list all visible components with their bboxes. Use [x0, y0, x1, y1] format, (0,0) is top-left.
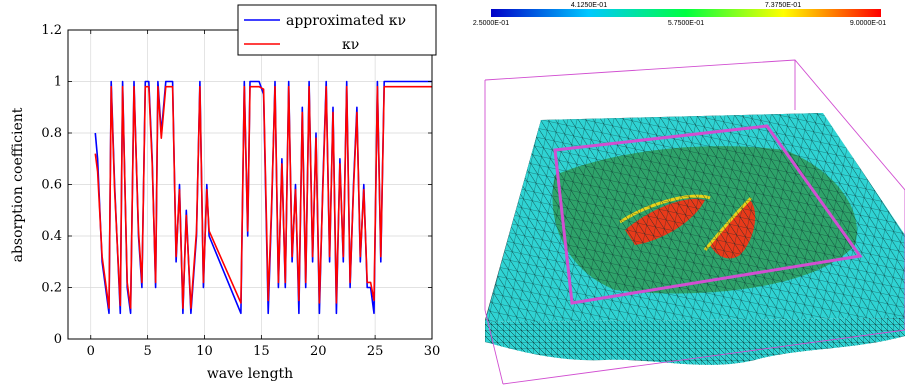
colorbar-label-top-1: 4.1250E-01 — [571, 2, 607, 9]
y-tick-label: 0.2 — [41, 281, 62, 296]
x-tick-label: 30 — [424, 344, 441, 359]
y-tick-label: 0.6 — [41, 178, 62, 193]
y-tick-label: 1 — [54, 75, 62, 90]
terrain-front-mesh — [485, 318, 905, 365]
legend-label-kappa: κν — [342, 37, 359, 53]
y-axis-title: absorption coefficient — [10, 107, 26, 262]
legend: approximated κν κν — [237, 4, 437, 56]
legend-label-approximated: approximated κν — [286, 13, 406, 29]
surface-plot-panel: 4.1250E-01 7.3750E-01 2.5000E-01 5.7500E… — [455, 0, 905, 385]
y-tick-label: 0.4 — [41, 229, 62, 244]
series-line-1 — [94, 85, 432, 309]
magenta-section-plane — [553, 124, 863, 305]
x-tick-label: 0 — [87, 344, 95, 359]
colorbar-label-top-2: 7.3750E-01 — [765, 2, 801, 9]
legend-box — [237, 4, 437, 56]
colorbar-gradient — [491, 9, 881, 17]
x-tick-label: 15 — [253, 344, 270, 359]
bounding-box-back — [484, 59, 905, 310]
x-tick-label: 10 — [196, 344, 213, 359]
colorbar: 4.1250E-01 7.3750E-01 2.5000E-01 5.7500E… — [473, 2, 886, 27]
bounding-box-front — [484, 190, 905, 385]
x-axis-title: wave length — [207, 366, 293, 382]
chart-grid — [68, 29, 433, 340]
x-tick-label: 20 — [310, 344, 327, 359]
axis-ticks: 0 5 10 15 20 25 30 0 0.2 0.4 0.6 0.8 1 1.2 — [41, 23, 440, 359]
series-layer — [94, 80, 432, 315]
colorbar-label-bottom-1: 2.5000E-01 — [473, 20, 509, 27]
x-tick-label: 5 — [143, 344, 151, 359]
y-tick-label: 0 — [54, 332, 62, 347]
colorbar-label-bottom-3: 9.0000E-01 — [850, 20, 886, 27]
terrain-surface — [485, 113, 905, 365]
y-tick-label: 1.2 — [41, 23, 62, 38]
x-tick-label: 25 — [367, 344, 384, 359]
absorption-chart: 0 5 10 15 20 25 30 0 0.2 0.4 0.6 0.8 1 1.2 wave lengt… — [10, 4, 440, 382]
terrain-mesh — [485, 113, 905, 322]
surface-plot: 4.1250E-01 7.3750E-01 2.5000E-01 5.7500E… — [473, 2, 905, 385]
y-tick-label: 0.8 — [41, 126, 62, 141]
colorbar-label-bottom-2: 5.7500E-01 — [668, 20, 704, 27]
